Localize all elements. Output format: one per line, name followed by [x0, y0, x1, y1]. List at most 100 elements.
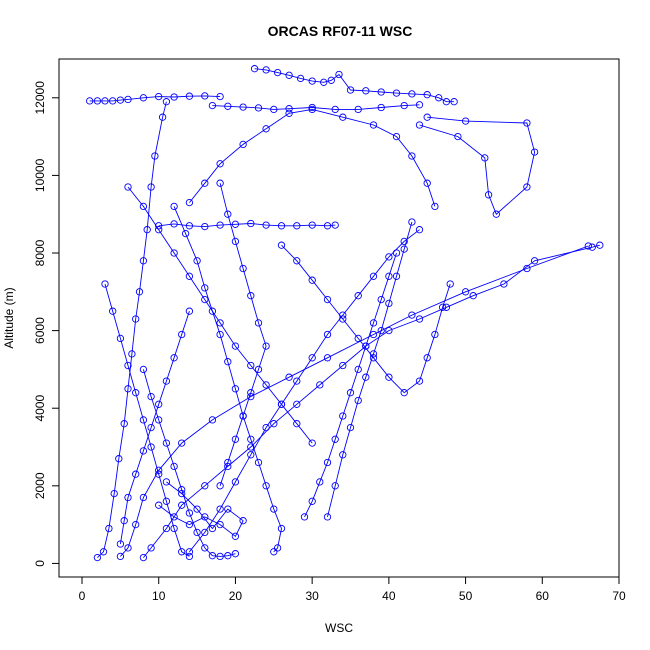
series-line [127, 186, 313, 444]
data-point [132, 315, 140, 323]
data-point [354, 396, 362, 405]
data-point [316, 478, 324, 486]
data-point [139, 257, 148, 265]
data-point [293, 420, 301, 428]
series-10 [185, 105, 439, 211]
series-12 [170, 202, 286, 556]
data-point [170, 93, 178, 101]
data-point [446, 280, 454, 288]
series-15 [139, 365, 240, 561]
series-line [89, 95, 221, 102]
data-point [185, 552, 194, 561]
series-3 [250, 65, 458, 106]
data-point [385, 272, 393, 280]
data-point [178, 501, 186, 509]
data-point [362, 373, 370, 381]
series-18 [155, 478, 247, 540]
data-point [155, 226, 163, 234]
data-point [247, 443, 255, 451]
data-point [155, 400, 163, 408]
data-point [124, 183, 132, 191]
data-point [208, 552, 217, 560]
data-point [231, 550, 240, 558]
x-tick-label: 50 [459, 589, 473, 603]
data-point [170, 202, 178, 211]
data-point [293, 257, 301, 265]
data-point [331, 435, 339, 443]
data-point [139, 365, 148, 374]
data-point [201, 528, 209, 537]
series-2 [86, 92, 224, 105]
data-point [584, 242, 592, 250]
data-point [110, 489, 118, 498]
data-point [116, 540, 125, 548]
data-point [185, 222, 194, 230]
data-point [254, 458, 263, 467]
data-point [354, 105, 362, 114]
data-point [385, 253, 393, 261]
data-point [93, 97, 102, 105]
data-point [270, 505, 278, 513]
x-axis: 0 10 20 30 40 50 60 70 [79, 576, 626, 603]
data-point [300, 513, 309, 521]
data-point [369, 330, 378, 339]
data-point [247, 435, 255, 443]
data-point [162, 439, 171, 447]
data-point [224, 505, 232, 513]
data-point [162, 497, 171, 505]
data-point [339, 451, 347, 459]
data-point [362, 87, 370, 95]
data-point [208, 307, 217, 315]
data-point [247, 361, 255, 370]
data-point [139, 202, 148, 211]
data-point [377, 326, 385, 335]
data-point [216, 505, 224, 513]
series-4 [208, 101, 424, 114]
data-point [469, 292, 477, 300]
data-point [354, 365, 362, 374]
series-5 [415, 113, 539, 218]
data-point [461, 288, 470, 296]
data-point [392, 89, 401, 97]
data-point [408, 311, 416, 319]
data-point [316, 381, 324, 389]
data-point [369, 350, 378, 358]
y-axis-label: Altitude (m) [2, 287, 16, 348]
data-point [224, 458, 232, 467]
data-point [277, 241, 286, 249]
data-point [170, 220, 178, 228]
data-point [588, 243, 596, 251]
series-20 [124, 183, 316, 447]
data-point [308, 439, 316, 447]
data-point [158, 113, 167, 121]
data-point [377, 295, 385, 304]
data-point [415, 101, 424, 109]
data-point [185, 272, 194, 280]
y-axis: 0 2000 4000 6000 8000 10000 12000 [33, 81, 60, 567]
data-point [115, 455, 123, 463]
data-point [250, 65, 259, 73]
data-point [162, 524, 171, 533]
series-line [281, 244, 451, 394]
data-point [124, 385, 132, 393]
data-point [277, 524, 286, 533]
data-point [335, 70, 343, 79]
data-point [247, 292, 255, 300]
data-point [327, 76, 335, 84]
data-point [415, 121, 424, 129]
data-point [162, 98, 171, 106]
data-point [185, 509, 194, 517]
data-point [170, 513, 178, 521]
data-point [139, 416, 148, 424]
x-tick-label: 60 [536, 589, 550, 603]
series-6 [139, 241, 604, 562]
data-point [155, 92, 163, 101]
series-9 [185, 226, 424, 556]
data-point [193, 528, 201, 537]
data-point [181, 229, 190, 238]
data-point [339, 113, 347, 121]
data-point [132, 470, 140, 478]
data-point [124, 95, 132, 104]
data-point [323, 295, 332, 304]
data-point [346, 389, 355, 397]
